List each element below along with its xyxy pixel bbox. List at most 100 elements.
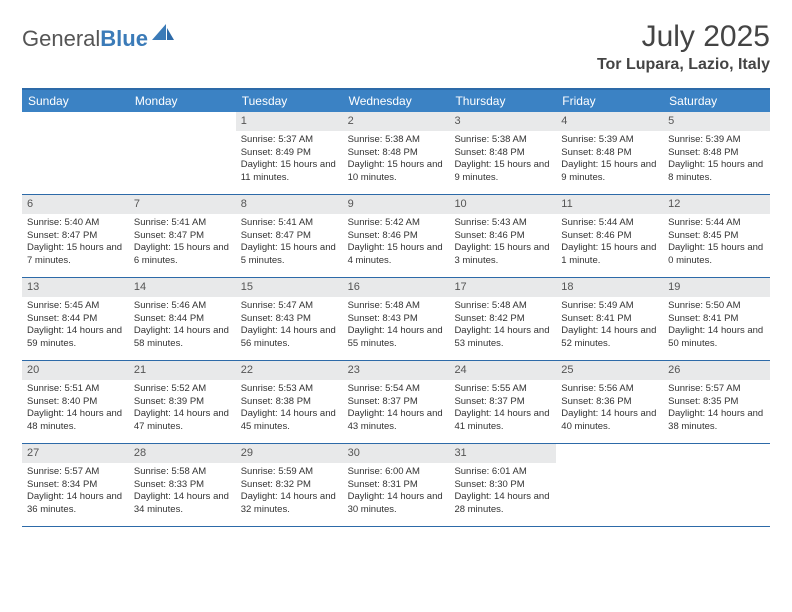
day-number: 9 (343, 195, 450, 214)
day-cell: 16Sunrise: 5:48 AMSunset: 8:43 PMDayligh… (343, 278, 450, 360)
logo-text: GeneralBlue (22, 26, 148, 52)
day-number: 31 (449, 444, 556, 463)
day-details: Sunrise: 5:37 AMSunset: 8:49 PMDaylight:… (236, 131, 343, 190)
day-details: Sunrise: 5:44 AMSunset: 8:45 PMDaylight:… (663, 214, 770, 273)
day-cell: 22Sunrise: 5:53 AMSunset: 8:38 PMDayligh… (236, 361, 343, 443)
day-cell: 25Sunrise: 5:56 AMSunset: 8:36 PMDayligh… (556, 361, 663, 443)
day-cell: 26Sunrise: 5:57 AMSunset: 8:35 PMDayligh… (663, 361, 770, 443)
logo-part2: Blue (100, 26, 148, 51)
day-details: Sunrise: 5:52 AMSunset: 8:39 PMDaylight:… (129, 380, 236, 439)
day-number: 1 (236, 112, 343, 131)
day-details: Sunrise: 5:45 AMSunset: 8:44 PMDaylight:… (22, 297, 129, 356)
day-cell: 15Sunrise: 5:47 AMSunset: 8:43 PMDayligh… (236, 278, 343, 360)
day-cell: 5Sunrise: 5:39 AMSunset: 8:48 PMDaylight… (663, 112, 770, 194)
day-number: 12 (663, 195, 770, 214)
week-row: 27Sunrise: 5:57 AMSunset: 8:34 PMDayligh… (22, 444, 770, 527)
day-header: Saturday (663, 90, 770, 112)
day-details: Sunrise: 5:48 AMSunset: 8:42 PMDaylight:… (449, 297, 556, 356)
day-details: Sunrise: 5:53 AMSunset: 8:38 PMDaylight:… (236, 380, 343, 439)
day-number: 4 (556, 112, 663, 131)
day-cell: 20Sunrise: 5:51 AMSunset: 8:40 PMDayligh… (22, 361, 129, 443)
day-cell (556, 444, 663, 526)
day-number: 8 (236, 195, 343, 214)
day-details: Sunrise: 5:54 AMSunset: 8:37 PMDaylight:… (343, 380, 450, 439)
day-number: 10 (449, 195, 556, 214)
day-cell: 27Sunrise: 5:57 AMSunset: 8:34 PMDayligh… (22, 444, 129, 526)
day-number: 17 (449, 278, 556, 297)
day-details: Sunrise: 5:58 AMSunset: 8:33 PMDaylight:… (129, 463, 236, 522)
week-row: 20Sunrise: 5:51 AMSunset: 8:40 PMDayligh… (22, 361, 770, 444)
day-number: 25 (556, 361, 663, 380)
day-details: Sunrise: 5:59 AMSunset: 8:32 PMDaylight:… (236, 463, 343, 522)
logo-part1: General (22, 26, 100, 51)
day-details: Sunrise: 5:55 AMSunset: 8:37 PMDaylight:… (449, 380, 556, 439)
day-header: Friday (556, 90, 663, 112)
day-number: 30 (343, 444, 450, 463)
day-number: 7 (129, 195, 236, 214)
day-cell (663, 444, 770, 526)
day-cell: 30Sunrise: 6:00 AMSunset: 8:31 PMDayligh… (343, 444, 450, 526)
day-number: 3 (449, 112, 556, 131)
day-cell: 2Sunrise: 5:38 AMSunset: 8:48 PMDaylight… (343, 112, 450, 194)
day-cell: 18Sunrise: 5:49 AMSunset: 8:41 PMDayligh… (556, 278, 663, 360)
sail-icon (152, 24, 174, 47)
day-cell: 10Sunrise: 5:43 AMSunset: 8:46 PMDayligh… (449, 195, 556, 277)
day-number: 11 (556, 195, 663, 214)
title-block: July 2025 Tor Lupara, Lazio, Italy (597, 20, 770, 74)
day-number: 21 (129, 361, 236, 380)
day-cell: 9Sunrise: 5:42 AMSunset: 8:46 PMDaylight… (343, 195, 450, 277)
day-details: Sunrise: 5:41 AMSunset: 8:47 PMDaylight:… (236, 214, 343, 273)
day-header: Thursday (449, 90, 556, 112)
day-cell: 8Sunrise: 5:41 AMSunset: 8:47 PMDaylight… (236, 195, 343, 277)
day-number: 20 (22, 361, 129, 380)
day-details: Sunrise: 5:56 AMSunset: 8:36 PMDaylight:… (556, 380, 663, 439)
month-title: July 2025 (597, 20, 770, 54)
day-cell: 24Sunrise: 5:55 AMSunset: 8:37 PMDayligh… (449, 361, 556, 443)
day-cell (129, 112, 236, 194)
day-details: Sunrise: 5:39 AMSunset: 8:48 PMDaylight:… (556, 131, 663, 190)
weeks-container: 1Sunrise: 5:37 AMSunset: 8:49 PMDaylight… (22, 112, 770, 527)
day-details: Sunrise: 5:51 AMSunset: 8:40 PMDaylight:… (22, 380, 129, 439)
day-cell: 23Sunrise: 5:54 AMSunset: 8:37 PMDayligh… (343, 361, 450, 443)
week-row: 13Sunrise: 5:45 AMSunset: 8:44 PMDayligh… (22, 278, 770, 361)
day-number: 19 (663, 278, 770, 297)
day-details: Sunrise: 5:48 AMSunset: 8:43 PMDaylight:… (343, 297, 450, 356)
week-row: 1Sunrise: 5:37 AMSunset: 8:49 PMDaylight… (22, 112, 770, 195)
day-header: Monday (129, 90, 236, 112)
calendar: SundayMondayTuesdayWednesdayThursdayFrid… (22, 88, 770, 527)
day-details: Sunrise: 5:39 AMSunset: 8:48 PMDaylight:… (663, 131, 770, 190)
day-cell: 21Sunrise: 5:52 AMSunset: 8:39 PMDayligh… (129, 361, 236, 443)
day-details: Sunrise: 5:42 AMSunset: 8:46 PMDaylight:… (343, 214, 450, 273)
day-details: Sunrise: 5:50 AMSunset: 8:41 PMDaylight:… (663, 297, 770, 356)
day-cell: 14Sunrise: 5:46 AMSunset: 8:44 PMDayligh… (129, 278, 236, 360)
day-cell: 4Sunrise: 5:39 AMSunset: 8:48 PMDaylight… (556, 112, 663, 194)
day-number: 27 (22, 444, 129, 463)
day-number: 22 (236, 361, 343, 380)
page-header: GeneralBlue July 2025 Tor Lupara, Lazio,… (22, 20, 770, 74)
day-details: Sunrise: 5:57 AMSunset: 8:35 PMDaylight:… (663, 380, 770, 439)
day-cell: 19Sunrise: 5:50 AMSunset: 8:41 PMDayligh… (663, 278, 770, 360)
day-details: Sunrise: 5:41 AMSunset: 8:47 PMDaylight:… (129, 214, 236, 273)
day-details: Sunrise: 5:57 AMSunset: 8:34 PMDaylight:… (22, 463, 129, 522)
day-number: 15 (236, 278, 343, 297)
day-cell: 3Sunrise: 5:38 AMSunset: 8:48 PMDaylight… (449, 112, 556, 194)
day-cell: 29Sunrise: 5:59 AMSunset: 8:32 PMDayligh… (236, 444, 343, 526)
day-details: Sunrise: 5:38 AMSunset: 8:48 PMDaylight:… (343, 131, 450, 190)
day-details: Sunrise: 5:47 AMSunset: 8:43 PMDaylight:… (236, 297, 343, 356)
day-headers-row: SundayMondayTuesdayWednesdayThursdayFrid… (22, 90, 770, 112)
day-cell: 12Sunrise: 5:44 AMSunset: 8:45 PMDayligh… (663, 195, 770, 277)
day-details: Sunrise: 5:43 AMSunset: 8:46 PMDaylight:… (449, 214, 556, 273)
day-details: Sunrise: 6:01 AMSunset: 8:30 PMDaylight:… (449, 463, 556, 522)
day-details: Sunrise: 5:46 AMSunset: 8:44 PMDaylight:… (129, 297, 236, 356)
day-number: 14 (129, 278, 236, 297)
day-number: 26 (663, 361, 770, 380)
day-details: Sunrise: 5:40 AMSunset: 8:47 PMDaylight:… (22, 214, 129, 273)
day-number: 2 (343, 112, 450, 131)
day-number: 16 (343, 278, 450, 297)
day-header: Tuesday (236, 90, 343, 112)
day-cell: 28Sunrise: 5:58 AMSunset: 8:33 PMDayligh… (129, 444, 236, 526)
day-details: Sunrise: 5:44 AMSunset: 8:46 PMDaylight:… (556, 214, 663, 273)
day-header: Wednesday (343, 90, 450, 112)
day-cell: 6Sunrise: 5:40 AMSunset: 8:47 PMDaylight… (22, 195, 129, 277)
day-number: 28 (129, 444, 236, 463)
